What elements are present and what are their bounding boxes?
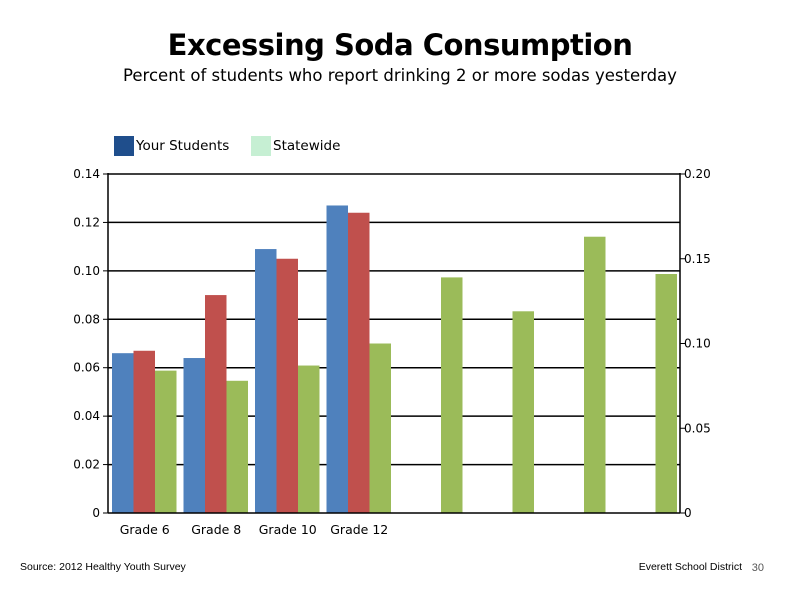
x-axis-category-label: Grade 8 — [191, 522, 241, 537]
right-axis-tick-label: 0.15 — [684, 252, 711, 266]
bar-series-3-4 — [369, 343, 391, 513]
x-axis-category-label: Grade 6 — [120, 522, 170, 537]
chart-subtitle: Percent of students who report drinking … — [123, 66, 677, 85]
left-axis-tick-label: 0.14 — [73, 167, 100, 181]
page-number: 30 — [751, 562, 764, 574]
legend-label-your-students: Your Students — [136, 138, 230, 154]
right-axis-tick-label: 0.05 — [684, 421, 711, 435]
bar-series-1-3 — [255, 249, 277, 514]
bar-series-2-4 — [348, 212, 370, 513]
bar-series-2-1 — [133, 350, 155, 513]
left-axis-tick-label: 0.06 — [73, 361, 100, 375]
bar-series-1-4 — [326, 205, 348, 513]
bar-series-3-8 — [655, 274, 677, 513]
left-axis-tick-label: 0.04 — [73, 409, 100, 423]
right-axis-tick-label: 0 — [684, 506, 692, 520]
left-axis-tick-label: 0.02 — [73, 458, 100, 472]
right-axis-tick-label: 0.10 — [684, 337, 711, 351]
left-axis-tick-label: 0 — [92, 506, 100, 520]
bar-series-2-2 — [205, 295, 227, 513]
left-axis-tick-label: 0.12 — [73, 215, 100, 229]
bar-series-2-3 — [276, 258, 298, 513]
bar-series-1-2 — [183, 358, 205, 513]
legend-swatch-your-students — [114, 136, 134, 156]
left-axis-tick-label: 0.10 — [73, 264, 100, 278]
bar-series-1-1 — [112, 353, 134, 513]
legend-swatch-statewide — [251, 136, 271, 156]
bar-series-3-5 — [441, 277, 463, 513]
bar-series-3-6 — [512, 311, 534, 513]
left-axis-tick-label: 0.08 — [73, 312, 100, 326]
x-axis-category-label: Grade 12 — [330, 522, 388, 537]
right-axis-tick-label: 0.20 — [684, 167, 711, 181]
legend-label-statewide: Statewide — [273, 138, 341, 154]
bar-series-3-3 — [298, 365, 320, 513]
x-axis-category-label: Grade 10 — [259, 522, 317, 537]
bar-series-3-1 — [155, 370, 177, 513]
bar-series-3-7 — [584, 236, 606, 513]
organization-name: Everett School District — [638, 561, 742, 573]
bar-series-3-2 — [226, 380, 248, 513]
source-note: Source: 2012 Healthy Youth Survey — [20, 561, 186, 573]
chart-title: Excessing Soda Consumption — [167, 28, 633, 62]
